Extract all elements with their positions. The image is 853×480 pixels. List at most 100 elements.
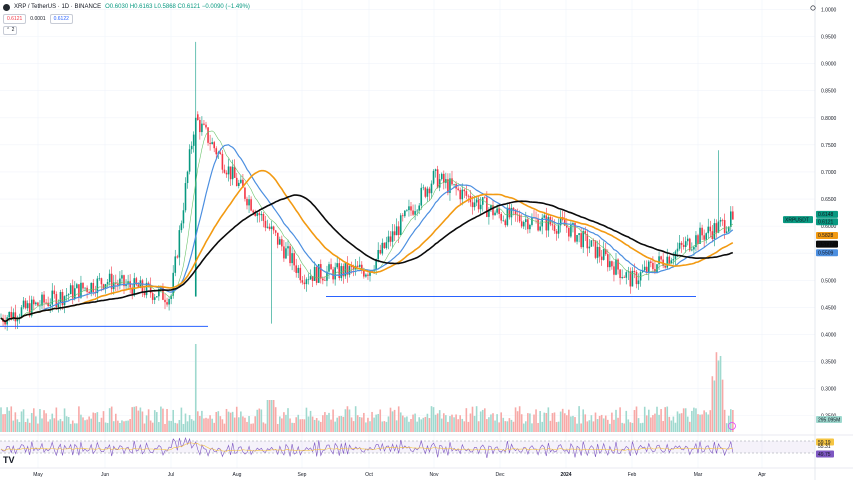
- volume-bar: [609, 423, 611, 432]
- candle-body: [551, 224, 554, 226]
- indicators-toggle-button[interactable]: ⌃ 2: [3, 26, 18, 35]
- volume-bar: [69, 423, 72, 432]
- volume-bar: [324, 412, 326, 432]
- volume-bar: [231, 411, 234, 432]
- candle-body: [170, 295, 172, 300]
- candle-body: [74, 288, 76, 299]
- candle-body: [721, 220, 724, 221]
- candle-body: [389, 236, 392, 242]
- candle-body: [322, 278, 324, 281]
- candle-body: [162, 286, 164, 300]
- candle-body: [82, 282, 84, 289]
- candle-body: [342, 266, 345, 277]
- price-label-last-bg: [816, 218, 838, 226]
- volume-bar: [53, 418, 56, 432]
- candle-body: [190, 145, 193, 150]
- candle-body: [47, 302, 49, 306]
- volume-bar: [635, 406, 638, 432]
- y-tick-label: 1.0000: [821, 7, 837, 13]
- candle-body: [289, 246, 291, 264]
- candle-body: [627, 271, 630, 273]
- volume-bar: [235, 406, 238, 432]
- candle-body: [438, 179, 441, 188]
- volume-bar: [502, 417, 505, 432]
- volume-bar: [252, 423, 254, 432]
- ma-blue-line: [0, 144, 734, 323]
- candle-body: [231, 166, 234, 180]
- candle-body: [51, 290, 54, 305]
- volume-bar: [322, 415, 324, 432]
- volume-bar: [436, 413, 439, 432]
- volume-bar: [404, 417, 406, 432]
- volume-bar: [256, 409, 259, 432]
- candle-body: [317, 264, 320, 283]
- volume-bar: [625, 410, 628, 432]
- candle-body: [635, 271, 638, 285]
- volume-bar: [637, 418, 640, 432]
- volume-bar: [479, 411, 482, 432]
- buy-price-button[interactable]: 0.6122: [49, 14, 73, 24]
- candle-body: [422, 187, 425, 189]
- volume-bar: [566, 415, 568, 432]
- candle-body: [410, 206, 412, 211]
- candle-body: [576, 235, 578, 242]
- volume-bar: [643, 406, 646, 432]
- volume-bar: [418, 417, 420, 432]
- volume-bar: [205, 417, 207, 432]
- candle-body: [631, 270, 634, 287]
- volume-bar: [604, 415, 607, 432]
- candle-body: [49, 304, 51, 306]
- candle-body: [490, 205, 492, 210]
- volume-bar: [461, 418, 464, 432]
- volume-bar: [350, 417, 353, 432]
- candle-body: [504, 220, 507, 226]
- candle-body: [35, 302, 37, 305]
- rsi-ma-label: 59.19: [818, 440, 831, 446]
- candle-body: [188, 149, 191, 172]
- volume-bar: [283, 412, 285, 432]
- candle-body: [369, 271, 371, 276]
- candle-body: [555, 231, 558, 234]
- volume-bar: [377, 413, 379, 432]
- volume-bar: [211, 418, 213, 432]
- candle-body: [508, 207, 511, 218]
- volume-bar: [264, 423, 267, 432]
- bid-ask-row: 0.6121 0.0001 0.6122: [3, 14, 250, 24]
- candle-body: [426, 188, 429, 197]
- candle-body: [484, 197, 486, 198]
- candle-body: [648, 261, 650, 273]
- volume-bar: [703, 410, 705, 432]
- candle-body: [621, 277, 623, 279]
- volume-bar: [127, 420, 129, 432]
- volume-bar: [465, 408, 468, 432]
- volume-bar: [719, 355, 722, 432]
- volume-bar: [689, 421, 691, 432]
- candle-body: [223, 169, 226, 173]
- volume-bar: [385, 421, 388, 432]
- volume-bar: [541, 421, 543, 432]
- volume-bar: [336, 417, 338, 432]
- volume-bar: [408, 421, 410, 432]
- volume-bar: [71, 420, 74, 432]
- candle-body: [98, 278, 101, 279]
- candle-body: [92, 282, 95, 292]
- alert-icon[interactable]: [728, 422, 736, 430]
- candle-body: [471, 202, 474, 208]
- volume-bar: [732, 410, 734, 432]
- candle-body: [158, 288, 160, 297]
- volume-bar: [45, 413, 47, 432]
- candle-body: [28, 303, 31, 316]
- candle-body: [492, 205, 494, 216]
- volume-bar: [453, 417, 455, 432]
- candle-body: [711, 231, 714, 240]
- candle-body: [680, 242, 683, 245]
- sell-price-button[interactable]: 0.6121: [3, 14, 27, 24]
- volume-bar: [406, 416, 408, 432]
- candle-body: [447, 179, 449, 193]
- candle-body: [315, 266, 318, 283]
- gear-icon[interactable]: [810, 5, 816, 11]
- volume-bar: [274, 407, 277, 432]
- candle-body: [707, 226, 710, 234]
- volume-bar: [26, 418, 29, 432]
